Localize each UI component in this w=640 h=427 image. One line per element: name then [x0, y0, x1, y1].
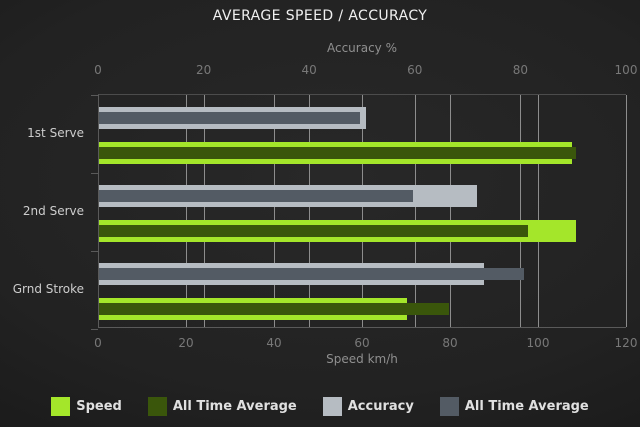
gridline: [415, 95, 416, 327]
gridline: [362, 95, 363, 327]
gridline: [274, 95, 275, 327]
plot-area: [91, 94, 627, 330]
top-axis-tick-label: 100: [614, 63, 638, 77]
gridline: [520, 95, 521, 327]
gridline: [538, 95, 539, 327]
top-axis-tick-label: 40: [301, 63, 317, 77]
legend-swatch: [439, 397, 459, 416]
legend-swatch: [322, 397, 342, 416]
category-axis-tick: [91, 329, 98, 330]
gridline: [626, 95, 627, 327]
category-label: Grnd Stroke: [12, 282, 84, 296]
top-axis-tick-label: 0: [94, 63, 102, 77]
bottom-axis-tick-label: 20: [178, 336, 194, 350]
legend-label: Accuracy: [347, 399, 414, 414]
gridline: [309, 95, 310, 327]
legend-item: All Time Average: [147, 397, 297, 416]
top-axis-title: Accuracy %: [326, 41, 397, 55]
top-axis-tick-label: 60: [407, 63, 423, 77]
bottom-axis-tick-label: 40: [266, 336, 282, 350]
speed-alltime-bar: [99, 147, 577, 159]
speed-alltime-bar: [99, 303, 449, 315]
chart-legend: Speed All Time Average Accuracy All Time Av…: [0, 397, 640, 416]
legend-swatch: [51, 397, 71, 416]
top-axis-tick-label: 20: [195, 63, 212, 77]
category-axis-tick: [91, 251, 98, 252]
category-axis-tick: [91, 95, 98, 96]
bottom-axis-tick-label: 60: [354, 336, 370, 350]
category-axis-tick: [91, 173, 98, 174]
legend-label: All Time Average: [464, 399, 589, 414]
legend-label: Speed: [76, 399, 122, 414]
bottom-axis-tick-label: 100: [526, 336, 550, 350]
bottom-axis-title: Speed km/h: [326, 352, 398, 366]
legend-label: All Time Average: [172, 399, 297, 414]
accuracy-alltime-bar: [99, 112, 361, 124]
accuracy-alltime-bar: [99, 190, 414, 202]
bottom-axis-tick-label: 0: [94, 336, 102, 350]
legend-item: All Time Average: [439, 397, 589, 416]
chart-title: AVERAGE SPEED / ACCURACY: [212, 8, 428, 24]
legend-item: Speed: [51, 397, 122, 416]
bottom-axis-tick-label: 80: [442, 336, 458, 350]
gridline: [186, 95, 187, 327]
top-axis-tick-label: 80: [512, 63, 529, 77]
accuracy-alltime-bar: [99, 268, 525, 280]
legend-swatch: [147, 397, 167, 416]
speed-alltime-bar: [99, 225, 528, 237]
gridline: [450, 95, 451, 327]
category-label: 2nd Serve: [22, 204, 84, 218]
category-label: 1st Serve: [27, 126, 84, 140]
bottom-axis-tick-label: 120: [614, 336, 638, 350]
gridline: [204, 95, 205, 327]
legend-item: Accuracy: [322, 397, 414, 416]
